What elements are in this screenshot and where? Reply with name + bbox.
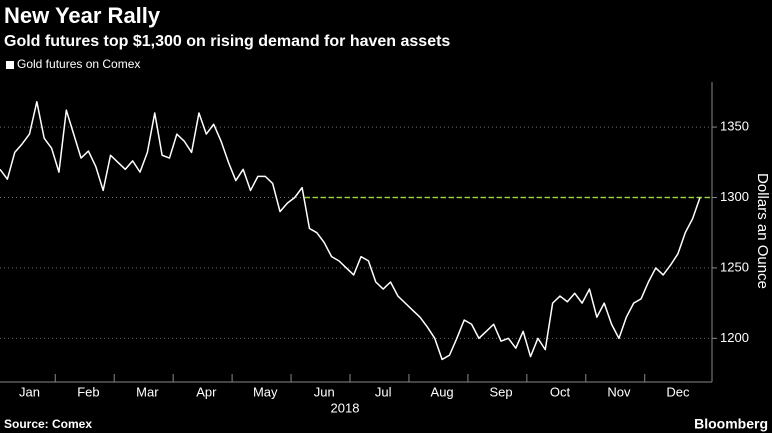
x-tick-label: Jul [375,384,392,399]
x-tick-label: Feb [77,384,99,399]
x-tick-label: Apr [196,384,217,399]
x-tick-label: Nov [607,384,631,399]
legend-label: Gold futures on Comex [17,57,140,71]
chart-title: New Year Rally [4,3,161,28]
x-axis-label: 2018 [331,400,360,415]
y-axis-label: Dollars an Ounce [754,173,771,289]
x-tick-label: Jun [314,384,335,399]
x-tick-label: Dec [666,384,690,399]
x-tick-label: Jan [19,384,40,399]
x-tick-label: Mar [136,384,159,399]
brand: Bloomberg [694,416,768,432]
x-tick-label: Aug [431,384,454,399]
y-tick-label: 1300 [720,189,749,204]
source: Source: Comex [4,417,92,431]
legend-swatch [6,61,14,69]
y-tick-label: 1250 [720,259,749,274]
x-tick-label: Sep [489,384,512,399]
y-tick-label: 1200 [720,330,749,345]
x-tick-label: Oct [550,384,571,399]
price-line [0,100,701,361]
x-tick-label: May [253,384,278,399]
y-tick-label: 1350 [720,119,749,134]
chart-subtitle: Gold futures top $1,300 on rising demand… [4,33,450,50]
